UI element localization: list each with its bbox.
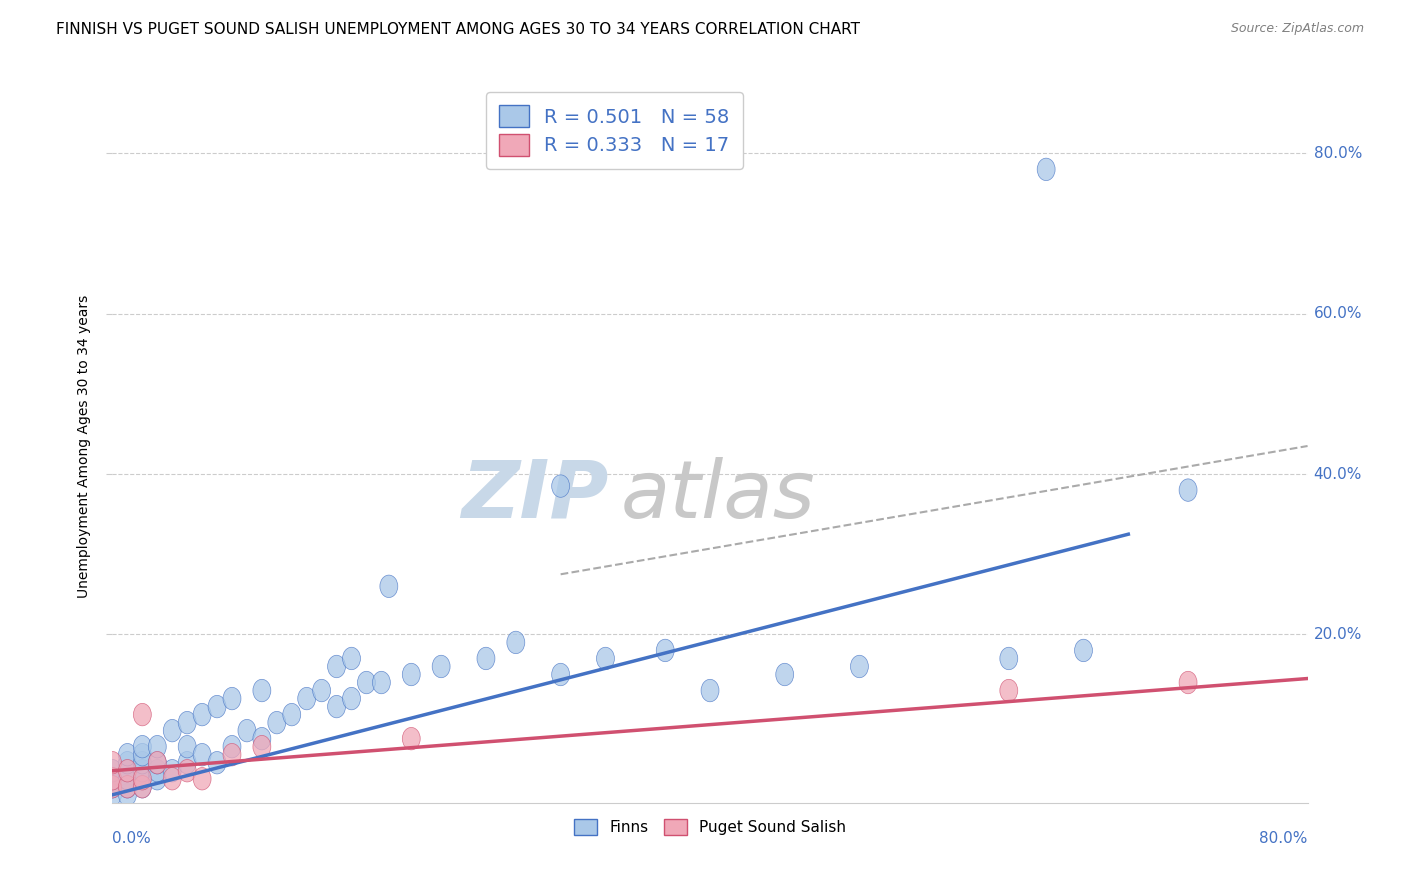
Text: atlas: atlas xyxy=(620,457,815,535)
Ellipse shape xyxy=(702,680,718,702)
Ellipse shape xyxy=(283,704,301,726)
Ellipse shape xyxy=(269,712,285,734)
Ellipse shape xyxy=(551,664,569,686)
Ellipse shape xyxy=(380,575,398,598)
Ellipse shape xyxy=(163,720,181,742)
Ellipse shape xyxy=(134,735,152,758)
Ellipse shape xyxy=(343,648,360,670)
Legend: Finns, Puget Sound Salish: Finns, Puget Sound Salish xyxy=(568,814,852,841)
Ellipse shape xyxy=(118,743,136,766)
Ellipse shape xyxy=(118,759,136,782)
Ellipse shape xyxy=(224,688,240,710)
Ellipse shape xyxy=(253,680,271,702)
Ellipse shape xyxy=(208,751,226,774)
Ellipse shape xyxy=(328,696,346,718)
Ellipse shape xyxy=(657,640,675,662)
Ellipse shape xyxy=(253,735,271,758)
Ellipse shape xyxy=(134,704,152,726)
Ellipse shape xyxy=(1038,158,1054,180)
Ellipse shape xyxy=(193,704,211,726)
Ellipse shape xyxy=(1180,479,1197,501)
Text: 20.0%: 20.0% xyxy=(1313,627,1362,642)
Ellipse shape xyxy=(134,767,152,790)
Ellipse shape xyxy=(118,775,136,798)
Ellipse shape xyxy=(149,735,166,758)
Ellipse shape xyxy=(134,775,152,798)
Ellipse shape xyxy=(104,775,121,798)
Ellipse shape xyxy=(328,656,346,678)
Ellipse shape xyxy=(134,759,152,782)
Ellipse shape xyxy=(224,743,240,766)
Ellipse shape xyxy=(149,751,166,774)
Ellipse shape xyxy=(402,664,420,686)
Ellipse shape xyxy=(1180,672,1197,694)
Ellipse shape xyxy=(104,759,121,782)
Text: FINNISH VS PUGET SOUND SALISH UNEMPLOYMENT AMONG AGES 30 TO 34 YEARS CORRELATION: FINNISH VS PUGET SOUND SALISH UNEMPLOYME… xyxy=(56,22,860,37)
Ellipse shape xyxy=(149,759,166,782)
Ellipse shape xyxy=(432,656,450,678)
Ellipse shape xyxy=(224,735,240,758)
Ellipse shape xyxy=(149,767,166,790)
Ellipse shape xyxy=(163,767,181,790)
Ellipse shape xyxy=(312,680,330,702)
Ellipse shape xyxy=(477,648,495,670)
Text: 40.0%: 40.0% xyxy=(1313,467,1362,482)
Ellipse shape xyxy=(134,775,152,798)
Ellipse shape xyxy=(179,712,197,734)
Ellipse shape xyxy=(118,775,136,798)
Ellipse shape xyxy=(179,751,197,774)
Ellipse shape xyxy=(508,632,524,654)
Ellipse shape xyxy=(298,688,316,710)
Ellipse shape xyxy=(1074,640,1092,662)
Y-axis label: Unemployment Among Ages 30 to 34 years: Unemployment Among Ages 30 to 34 years xyxy=(77,294,91,598)
Ellipse shape xyxy=(193,767,211,790)
Ellipse shape xyxy=(134,751,152,774)
Ellipse shape xyxy=(1000,680,1018,702)
Ellipse shape xyxy=(179,759,197,782)
Ellipse shape xyxy=(104,767,121,790)
Ellipse shape xyxy=(776,664,794,686)
Ellipse shape xyxy=(118,751,136,774)
Ellipse shape xyxy=(104,783,121,806)
Ellipse shape xyxy=(149,751,166,774)
Ellipse shape xyxy=(104,767,121,790)
Ellipse shape xyxy=(179,735,197,758)
Ellipse shape xyxy=(104,767,121,790)
Ellipse shape xyxy=(134,743,152,766)
Ellipse shape xyxy=(357,672,375,694)
Ellipse shape xyxy=(238,720,256,742)
Ellipse shape xyxy=(118,767,136,790)
Text: Source: ZipAtlas.com: Source: ZipAtlas.com xyxy=(1230,22,1364,36)
Ellipse shape xyxy=(551,475,569,498)
Text: 80.0%: 80.0% xyxy=(1260,831,1308,847)
Ellipse shape xyxy=(134,767,152,790)
Ellipse shape xyxy=(163,759,181,782)
Text: 80.0%: 80.0% xyxy=(1313,146,1362,161)
Ellipse shape xyxy=(118,783,136,806)
Ellipse shape xyxy=(402,728,420,750)
Ellipse shape xyxy=(596,648,614,670)
Text: 0.0%: 0.0% xyxy=(112,831,152,847)
Ellipse shape xyxy=(208,696,226,718)
Ellipse shape xyxy=(104,775,121,798)
Ellipse shape xyxy=(851,656,869,678)
Text: ZIP: ZIP xyxy=(461,457,609,535)
Ellipse shape xyxy=(104,751,121,774)
Ellipse shape xyxy=(193,743,211,766)
Ellipse shape xyxy=(253,728,271,750)
Ellipse shape xyxy=(118,759,136,782)
Text: 60.0%: 60.0% xyxy=(1313,306,1362,321)
Ellipse shape xyxy=(373,672,391,694)
Ellipse shape xyxy=(1000,648,1018,670)
Ellipse shape xyxy=(343,688,360,710)
